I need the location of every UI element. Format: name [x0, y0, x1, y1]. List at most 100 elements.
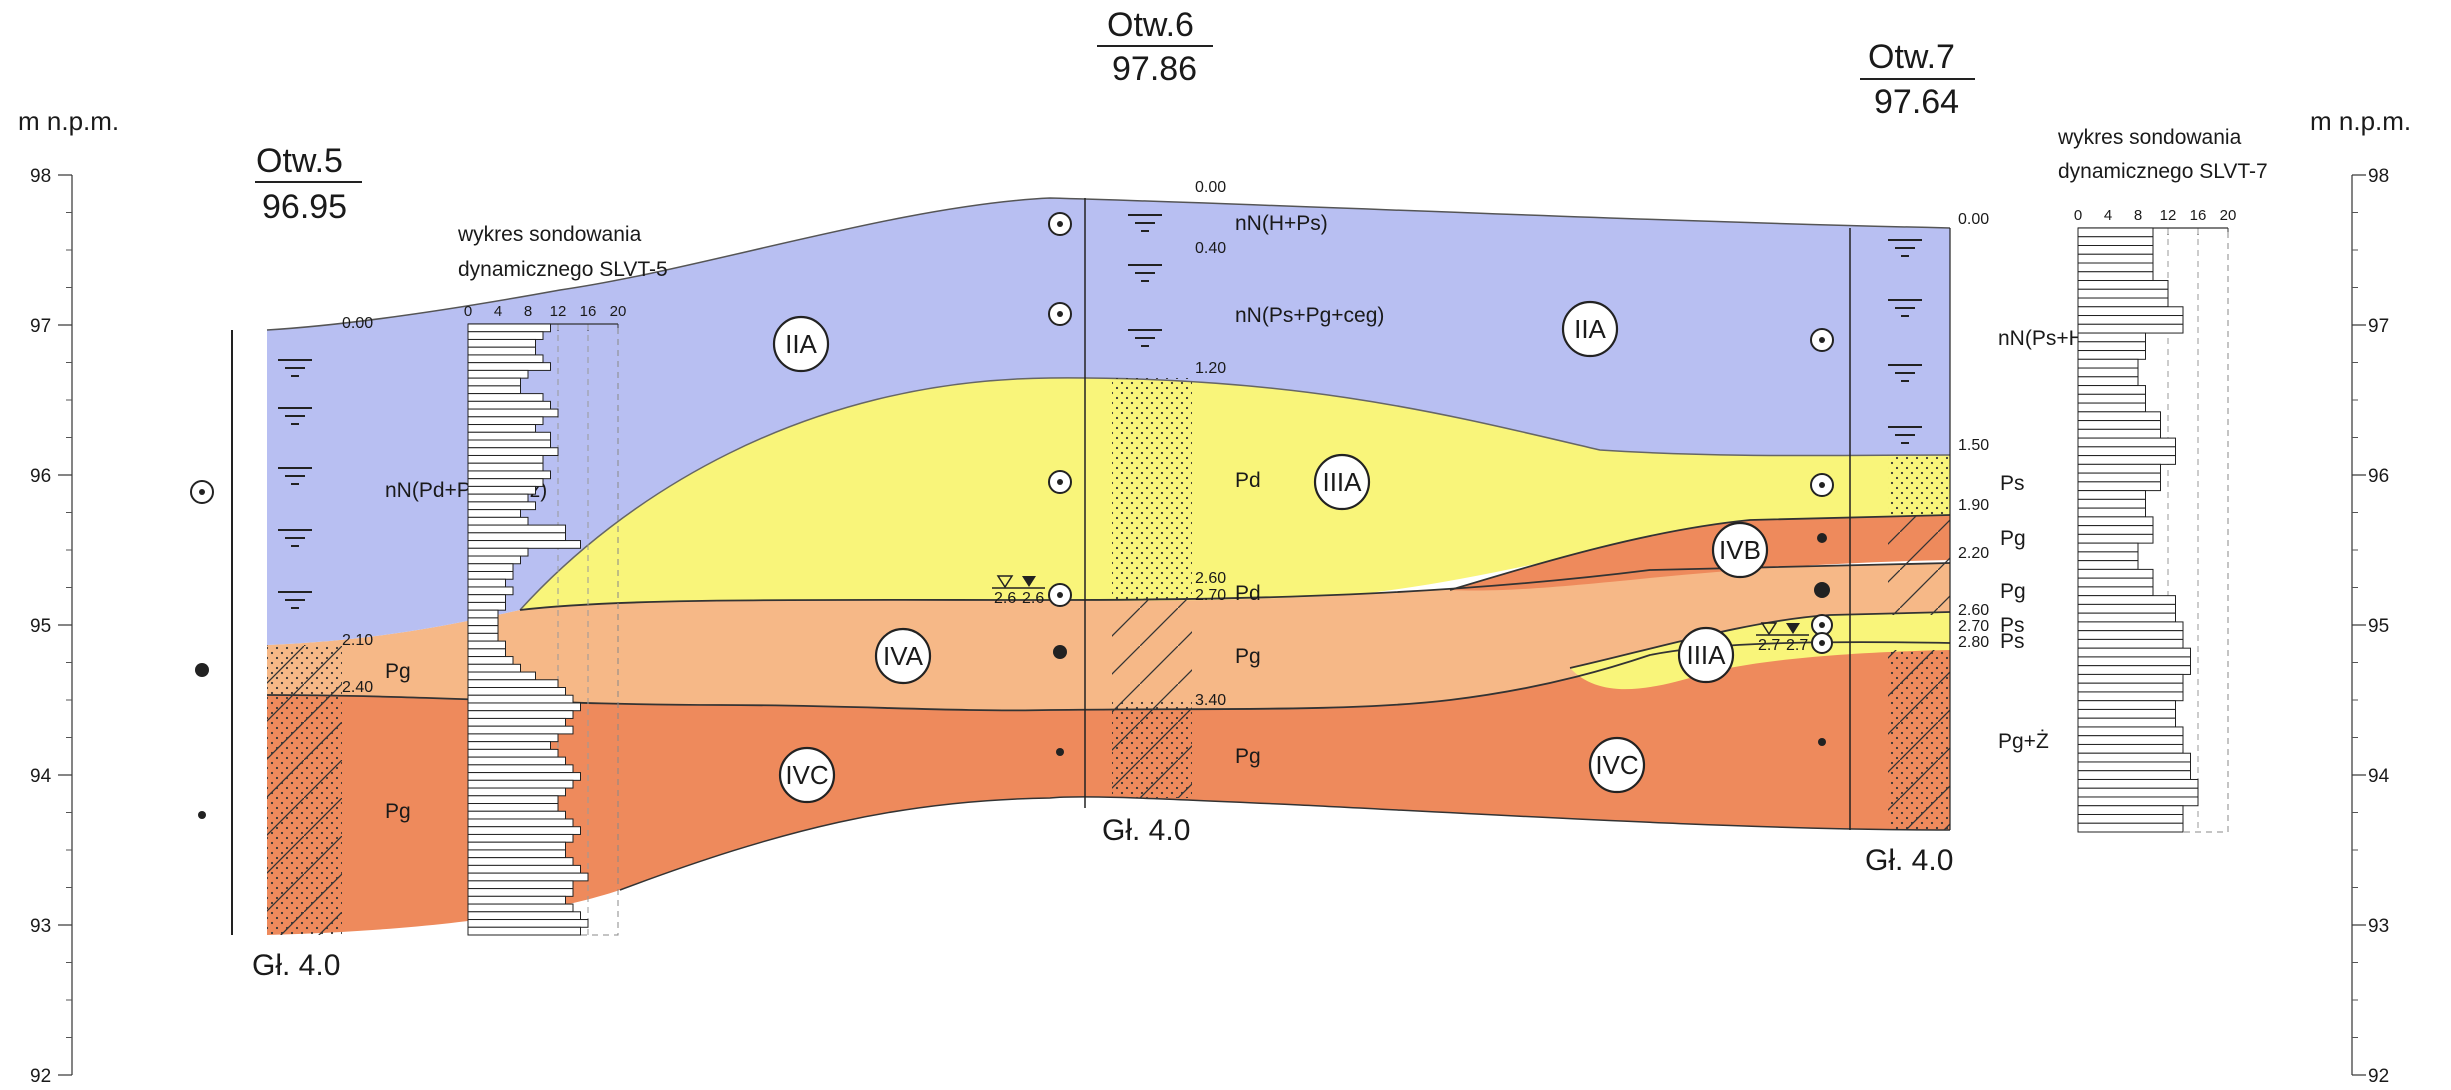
chart-bar — [2077, 673, 2184, 684]
chart-bar — [467, 656, 514, 665]
chart-bar — [467, 462, 544, 472]
chart-bar — [2077, 560, 2139, 570]
axis-tick-label: 96 — [30, 466, 51, 487]
zone-label-iiia_center: IIIA — [1322, 467, 1362, 497]
otw7-pattern-pgz-dots — [1888, 650, 1950, 830]
otw6-pattern-pd — [1112, 378, 1192, 600]
chart-bar — [467, 810, 566, 820]
chart-bar — [2077, 481, 2161, 492]
soil-otw7-pg-z: Pg+Ż — [1998, 730, 2049, 753]
chart-bar — [2077, 253, 2154, 264]
chart-bar — [467, 625, 499, 634]
otw6-depth-0: 0.00 — [1195, 179, 1226, 196]
chart-bar — [467, 470, 551, 480]
chart-bar — [2077, 595, 2176, 605]
chart-bar — [467, 803, 559, 812]
chart-x-tick: 4 — [494, 303, 502, 320]
soil-otw6-ps-pg-ceg: nN(Ps+Pg+ceg) — [1235, 304, 1384, 327]
chart-bar — [467, 493, 529, 503]
chart-bar — [467, 424, 536, 433]
chart-bar — [467, 377, 521, 387]
zone-circle — [1677, 626, 1735, 684]
chart-bar — [2077, 717, 2176, 728]
chart-bar — [467, 911, 581, 921]
layer-pg-dark — [267, 642, 1950, 935]
soil-otw6-h-ps: nN(H+Ps) — [1235, 212, 1328, 235]
water-marker-otw7: 2.7 2.7 — [1756, 622, 1809, 654]
chart-bar — [467, 880, 574, 890]
axis-tick-label: 96 — [2368, 466, 2389, 487]
soil-otw7-pg-a: Pg — [2000, 527, 2026, 550]
boundary-bottom — [619, 796, 1951, 891]
axis-tick-label: 92 — [2368, 1066, 2389, 1087]
soil-otw5-pg-upper: Pg — [385, 660, 411, 683]
chart-bar — [467, 725, 574, 735]
chart-bar — [467, 509, 521, 518]
layer-ivb-orange — [1450, 515, 1950, 591]
soil-otw6-pd: Pd — [1235, 469, 1261, 492]
axis-tick-label: 97 — [2368, 316, 2389, 337]
chart-bar — [467, 331, 544, 340]
boundary-fill-bottom — [519, 377, 1951, 611]
layer-fill-blue — [267, 198, 1950, 645]
chart-bar — [467, 609, 499, 619]
soil-otw7-pg-b: Pg — [2000, 580, 2026, 603]
chart-bar — [467, 748, 559, 758]
chart-bar — [2077, 787, 2199, 798]
chart-bar — [467, 772, 581, 781]
boundary-top — [266, 197, 1951, 331]
otw7-depth-3: 2.20 — [1958, 545, 1989, 562]
otw7-pattern-pg — [1888, 515, 1950, 615]
soil-otw7-ps-a: Ps — [2000, 614, 2025, 637]
chart-bar — [467, 632, 499, 642]
otw7-depth-1: 1.50 — [1958, 437, 1989, 454]
chart-bar — [467, 501, 536, 511]
axis-label-right: m n.p.m. — [2310, 106, 2411, 136]
otw5-depth-0: 0.00 — [342, 315, 373, 332]
chart-bar — [467, 818, 574, 828]
chart-x-tick: 0 — [2074, 207, 2082, 224]
chart-bar — [467, 857, 574, 866]
chart-bar — [467, 903, 574, 913]
chart-bar — [2077, 411, 2161, 422]
layer-ps-lens — [1570, 612, 1950, 690]
otw6-depth-4: 2.70 — [1195, 587, 1226, 604]
soil-otw7-fill: nN(Ps+H) — [1998, 327, 2091, 350]
chart-bar — [2077, 822, 2184, 833]
chart-bar — [467, 872, 589, 882]
chart-bar — [2077, 726, 2184, 737]
chart-bar — [2077, 437, 2176, 448]
chart-bar — [2077, 367, 2139, 378]
chart-bar — [467, 485, 536, 495]
otw5-depth-2: 2.40 — [342, 679, 373, 696]
chart-bar — [467, 385, 521, 395]
otw7-pattern-ps — [1888, 455, 1950, 515]
chart-bar — [2077, 568, 2154, 579]
fill-symbols — [278, 214, 1922, 609]
zone-circle — [1313, 453, 1371, 511]
chart-bar — [467, 478, 544, 487]
axis-left: 98 97 96 95 94 93 92 — [30, 166, 73, 1087]
zone-label-ivc_right: IVC — [1595, 750, 1638, 780]
chart-bar — [467, 717, 566, 727]
chart-bar — [467, 516, 529, 526]
penetration-chart-slvt7: wykres sondowania dynamicznego SLVT-7 0 4 8 1… — [2057, 126, 2268, 833]
chart-title-line2: dynamicznego SLVT-5 — [458, 258, 668, 281]
chart-bar — [467, 563, 514, 572]
otw6-elevation: 97.86 — [1112, 50, 1197, 88]
chart-bar — [2077, 577, 2154, 588]
chart-bar — [467, 895, 566, 905]
soil-otw6-pg-lower: Pg — [1235, 745, 1261, 768]
axis-label-left: m n.p.m. — [18, 106, 119, 136]
axis-tick-label: 95 — [30, 616, 51, 637]
chart-bar — [2077, 735, 2184, 745]
layer-pd-yellow — [520, 377, 1950, 610]
chart-bar — [2077, 586, 2154, 597]
chart-bar — [467, 532, 566, 542]
chart-bar — [2077, 700, 2176, 710]
chart-bar — [467, 323, 551, 333]
chart-bar — [467, 586, 514, 596]
chart-bar — [467, 833, 574, 843]
axis-tick-label: 93 — [30, 916, 51, 937]
